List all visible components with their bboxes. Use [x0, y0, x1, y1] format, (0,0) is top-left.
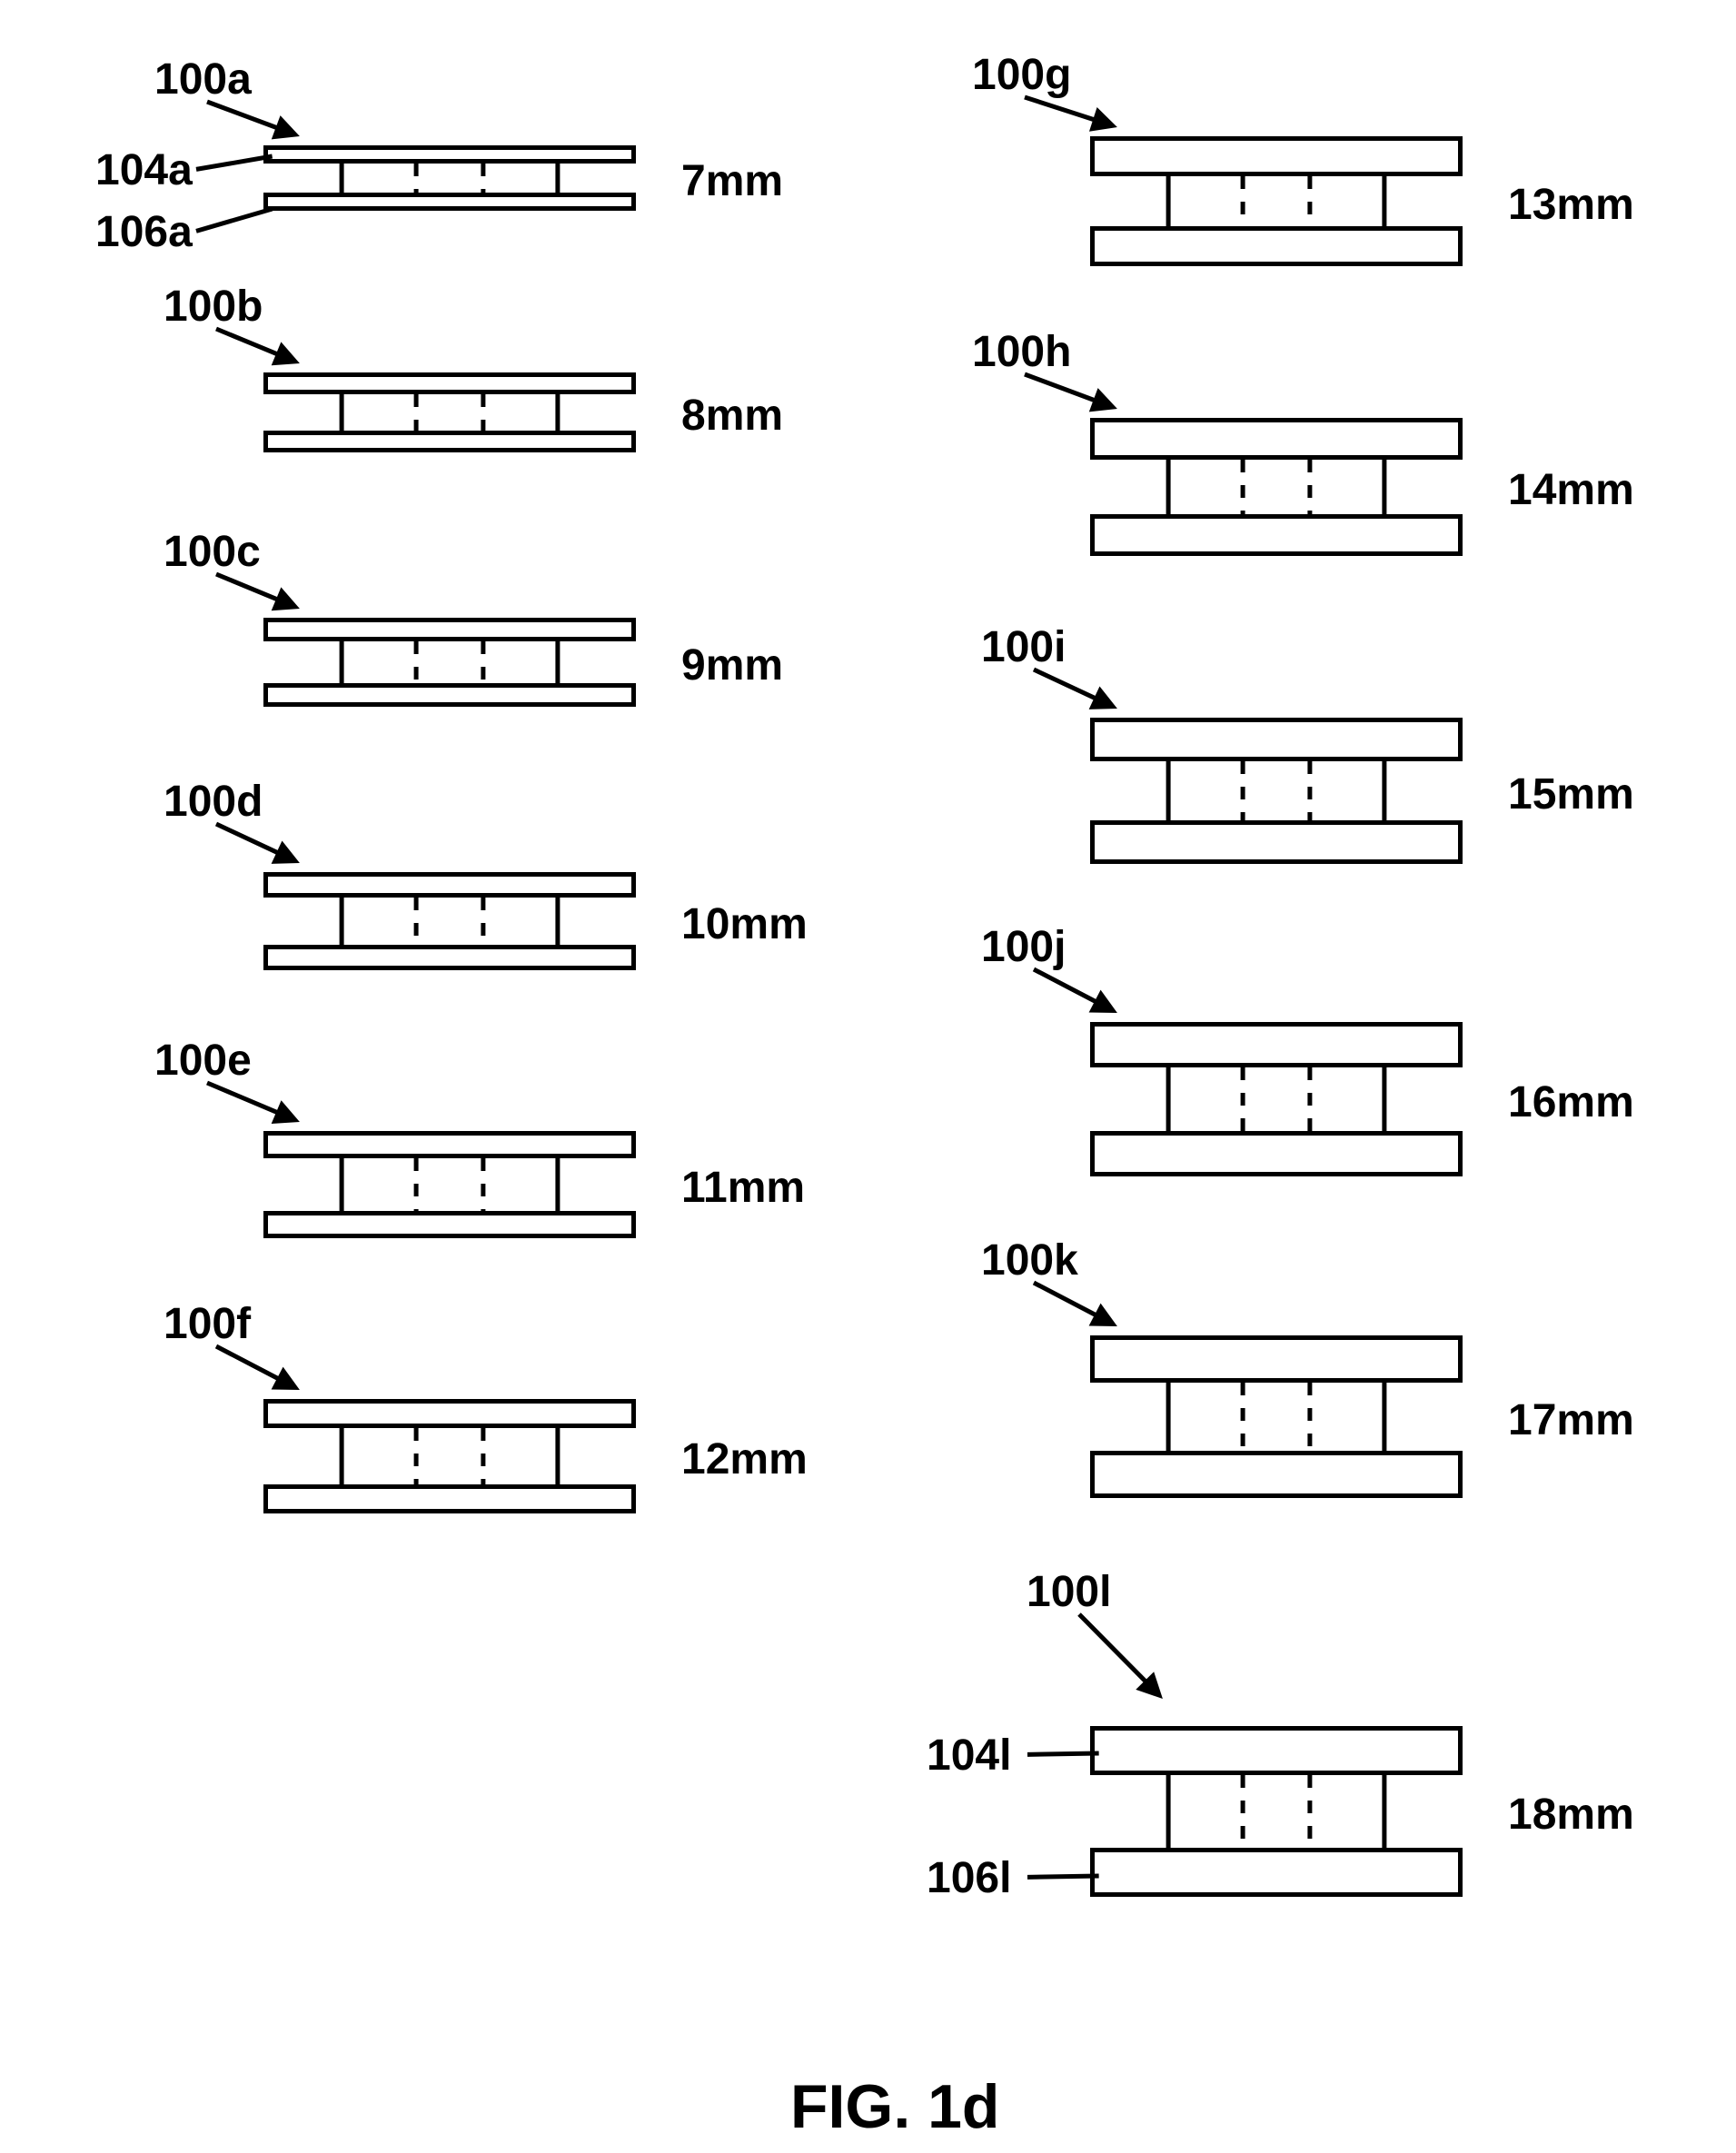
sub-label: 104l [927, 1731, 1011, 1781]
callout-arrow [1007, 942, 1145, 1040]
size-label-l: 18mm [1508, 1790, 1634, 1840]
figure-part [1090, 136, 1463, 266]
size-label-b: 8mm [681, 391, 783, 441]
size-label-j: 16mm [1508, 1077, 1634, 1127]
callout-arrow [189, 1319, 327, 1417]
size-label-h: 14mm [1508, 465, 1634, 515]
callout-arrow [1007, 642, 1145, 736]
leader-line [1018, 1867, 1108, 1886]
size-label-c: 9mm [681, 640, 783, 690]
figure-part [1090, 718, 1463, 864]
callout-arrow [180, 1056, 327, 1149]
size-label-i: 15mm [1508, 769, 1634, 819]
size-label-a: 7mm [681, 156, 783, 206]
callout-arrow [997, 70, 1145, 154]
leader-line [187, 200, 282, 240]
sub-label: 106l [927, 1853, 1011, 1903]
size-label-e: 11mm [681, 1163, 805, 1213]
figure-title: FIG. 1d [790, 2071, 999, 2142]
callout-arrow [189, 302, 327, 391]
sub-label: 106a [95, 207, 193, 257]
callout-arrow [189, 797, 327, 890]
leader-line [187, 147, 282, 178]
callout-arrow [189, 547, 327, 636]
callout-arrow [997, 347, 1145, 436]
callout-arrow [1007, 1255, 1145, 1354]
figure-part [1090, 1335, 1463, 1498]
size-label-f: 12mm [681, 1434, 808, 1484]
page-root: 100a 7mm104a 106a 100b 8mm 100c 9mm 100d [0, 0, 1736, 2153]
sub-label: 104a [95, 145, 193, 195]
leader-line [1018, 1744, 1108, 1763]
size-label-g: 13mm [1508, 180, 1634, 230]
callout-arrow [1052, 1587, 1190, 1726]
figure-part [1090, 418, 1463, 556]
size-label-d: 10mm [681, 899, 808, 949]
size-label-k: 17mm [1508, 1395, 1634, 1445]
figure-part [1090, 1726, 1463, 1897]
figure-part [1090, 1022, 1463, 1176]
